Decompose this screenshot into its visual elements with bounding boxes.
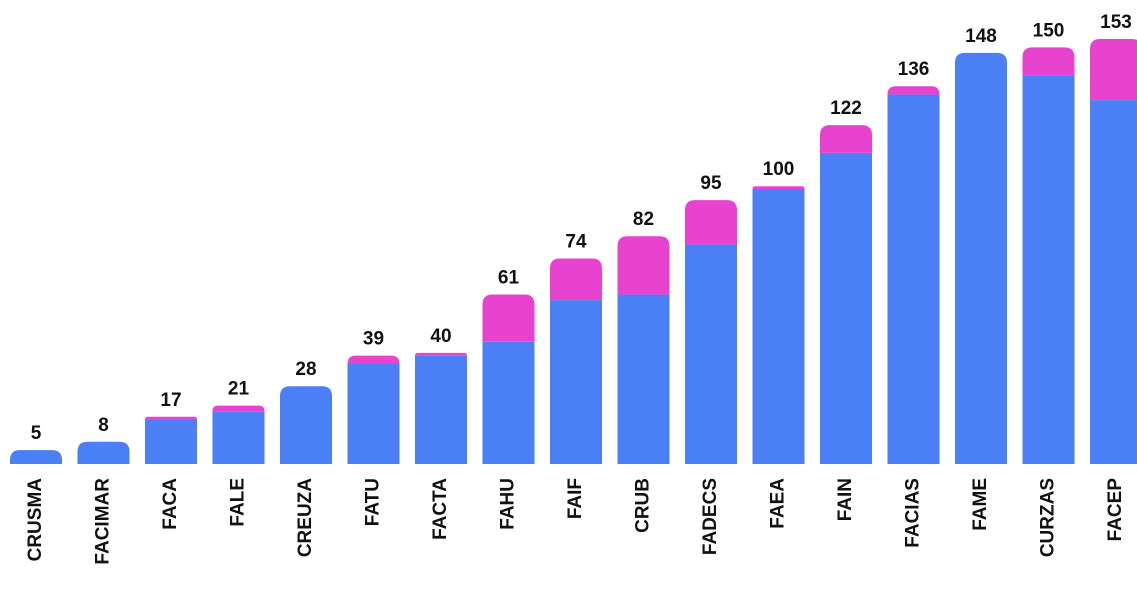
bar-segment (1090, 39, 1137, 101)
x-tick-label: FATU (363, 478, 384, 526)
x-tick-label: FACIAS (903, 478, 924, 548)
x-tick-label: FACA (160, 478, 181, 530)
total-label: 17 (160, 390, 181, 411)
bar-segment (955, 52, 1007, 465)
bar-segment (347, 355, 400, 364)
bar-segment (887, 94, 940, 465)
bar-segment (617, 236, 670, 295)
total-label: 8 (98, 415, 109, 436)
bar-segment (280, 386, 332, 464)
total-label: 153 (1100, 12, 1132, 33)
bar-segment (77, 441, 130, 464)
bar-segment (415, 355, 467, 464)
bar-segment (617, 294, 670, 464)
total-label: 74 (565, 231, 587, 252)
x-tick-label: CREUZA (295, 478, 316, 557)
total-label: 136 (898, 59, 930, 80)
bar-segment (347, 364, 400, 464)
x-tick-label: CRUSMA (25, 478, 46, 562)
bar-segment (887, 86, 940, 95)
bar-segment (1022, 47, 1075, 76)
bar-segment (212, 411, 265, 464)
x-tick-label: FAIN (835, 478, 856, 521)
bar-segment (550, 258, 602, 301)
x-tick-label: FACTA (430, 478, 451, 540)
bar-segment (752, 189, 805, 464)
bar-segment (212, 405, 265, 412)
x-tick-label: CURZAS (1038, 478, 1059, 557)
x-tick-label: FALE (228, 478, 249, 527)
x-tick-label: FACIMAR (93, 478, 114, 565)
bar-segment (685, 244, 737, 464)
bar-segment (482, 341, 535, 464)
x-tick-label: CRUB (633, 478, 654, 533)
bar-segment (550, 300, 602, 464)
x-tick-label: FADECS (700, 478, 721, 555)
total-label: 100 (763, 159, 795, 180)
total-label: 39 (363, 329, 384, 350)
x-tick-label: FAEA (768, 478, 789, 529)
total-label: 82 (633, 209, 654, 230)
total-label: 150 (1033, 20, 1065, 41)
total-label: 21 (228, 379, 250, 400)
x-tick-label: FAIF (565, 478, 586, 519)
total-label: 40 (430, 326, 451, 347)
x-tick-label: FACEP (1105, 478, 1126, 542)
bar-segment (1022, 75, 1075, 464)
bar-segment (415, 352, 467, 356)
total-label: 95 (700, 173, 722, 194)
total-label: 28 (295, 359, 316, 380)
bar-segment (145, 416, 197, 420)
x-tick-label: FAHU (498, 478, 519, 530)
bar-segment (145, 419, 197, 464)
bar-segment (1090, 100, 1137, 464)
total-label: 122 (830, 98, 862, 119)
bar-segment (685, 200, 737, 245)
total-label: 148 (965, 26, 997, 47)
bar-segment (820, 152, 872, 464)
bar-segment (752, 186, 805, 189)
total-label: 61 (498, 268, 520, 289)
bar-segment (820, 125, 872, 153)
bar-segment (482, 294, 535, 342)
total-label: 5 (31, 423, 42, 444)
x-tick-label: FAME (970, 478, 991, 531)
bar-segment (10, 450, 62, 464)
